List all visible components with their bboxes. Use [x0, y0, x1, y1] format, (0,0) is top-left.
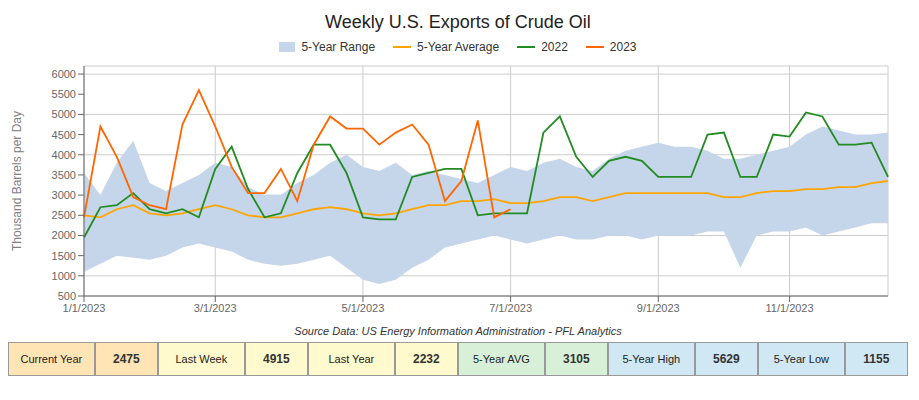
svg-text:1/1/2023: 1/1/2023 — [63, 302, 106, 314]
svg-text:9/1/2023: 9/1/2023 — [637, 302, 680, 314]
html-text:4915: 4915 — [263, 352, 290, 366]
svg-text:500: 500 — [58, 290, 76, 302]
html-text:Weekly U.S. Exports of Crude O: Weekly U.S. Exports of Crude Oil — [325, 12, 591, 32]
html-text:5-Year Average: 5-Year Average — [417, 40, 500, 54]
html-text:1155: 1155 — [863, 352, 890, 366]
html-text:5-Year AVG: 5-Year AVG — [472, 353, 530, 365]
svg-text:1000: 1000 — [52, 270, 76, 282]
html-text:Last Year: Last Year — [328, 353, 375, 365]
html-text:3105: 3105 — [563, 352, 590, 366]
svg-text:5000: 5000 — [52, 108, 76, 120]
svg-text:2000: 2000 — [52, 229, 76, 241]
html-text:Last Week: Last Week — [175, 353, 228, 365]
html-text:2475: 2475 — [113, 352, 140, 366]
svg-text:3/1/2023: 3/1/2023 — [194, 302, 237, 314]
svg-text:5500: 5500 — [52, 88, 76, 100]
svg-text:5/1/2023: 5/1/2023 — [342, 302, 385, 314]
svg-text:4000: 4000 — [52, 149, 76, 161]
html-text:5-Year Range: 5-Year Range — [301, 40, 376, 54]
svg-text:4500: 4500 — [52, 129, 76, 141]
svg-text:2500: 2500 — [52, 209, 76, 221]
html-text:2022: 2022 — [541, 40, 568, 54]
html-text:2023: 2023 — [609, 40, 637, 54]
svg-text:3500: 3500 — [52, 169, 76, 181]
svg-text:3000: 3000 — [52, 189, 76, 201]
svg-text:Thousand Barrels per Day: Thousand Barrels per Day — [10, 111, 24, 251]
svg-text:6000: 6000 — [52, 68, 76, 80]
html-text:5629: 5629 — [713, 352, 740, 366]
html-text:5-Year Low: 5-Year Low — [773, 353, 829, 365]
html-text:5-Year High: 5-Year High — [622, 353, 681, 365]
svg-text:11/1/2023: 11/1/2023 — [765, 302, 813, 314]
html-text:Current Year: Current Year — [20, 353, 83, 365]
svg-text:1500: 1500 — [52, 250, 76, 262]
html-text:Source Data: US Energy Informa: Source Data: US Energy Information Admin… — [294, 325, 622, 337]
svg-text:7/1/2023: 7/1/2023 — [489, 302, 532, 314]
html-text:2232: 2232 — [413, 352, 440, 366]
